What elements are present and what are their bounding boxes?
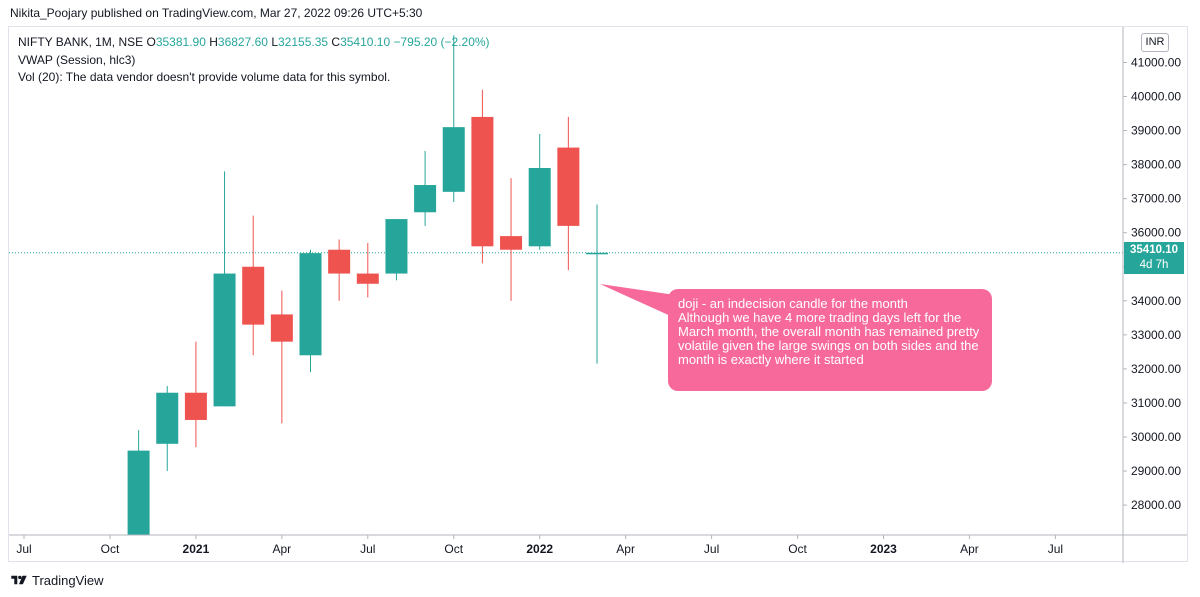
y-tick-label: 40000.00 <box>1131 90 1181 104</box>
published-text: Nikita_Poojary published on TradingView.… <box>10 6 423 20</box>
candle-body <box>442 127 465 192</box>
x-tick-label: Oct <box>101 542 120 556</box>
y-tick-label: 30000.00 <box>1131 430 1181 444</box>
candle-body <box>127 450 150 535</box>
x-tick-label: 2022 <box>526 542 553 556</box>
x-tick-label: Jul <box>1048 542 1063 556</box>
y-tick-label: 31000.00 <box>1131 396 1181 410</box>
tradingview-logo-icon <box>11 575 27 585</box>
y-tick-label: 37000.00 <box>1131 192 1181 206</box>
change-value: −795.20 (−2.20%) <box>393 35 490 49</box>
x-tick-label: 2021 <box>183 542 210 556</box>
volume-legend[interactable]: Vol (20): The data vendor doesn't provid… <box>18 70 390 84</box>
candle-body <box>242 266 265 325</box>
candle-body <box>500 236 523 250</box>
close-value: 35410.10 <box>340 35 391 49</box>
candle-body <box>328 249 351 274</box>
y-tick-label: 39000.00 <box>1131 124 1181 138</box>
candle-body <box>270 314 293 342</box>
candle-body <box>385 219 408 274</box>
vwap-legend[interactable]: VWAP (Session, hlc3) <box>18 53 135 67</box>
low-value: 32155.35 <box>278 35 329 49</box>
candle-body <box>414 185 437 213</box>
x-tick-label: Apr <box>273 542 292 556</box>
candle-body <box>184 392 207 420</box>
y-tick-label: 41000.00 <box>1131 55 1181 69</box>
x-tick-label: Apr <box>960 542 979 556</box>
symbol-label[interactable]: NIFTY BANK, 1M, NSE <box>18 35 144 49</box>
low-label: L <box>271 35 278 49</box>
publisher-header: Nikita_Poojary published on TradingView.… <box>0 0 1200 26</box>
high-label: H <box>209 35 218 49</box>
currency-button[interactable]: INR <box>1141 33 1169 52</box>
open-label: O <box>146 35 156 49</box>
price-chart[interactable]: 41000.00 40000.00 39000.00 38000.00 37000.00… <box>0 26 1200 566</box>
vwap-label: VWAP (Session, hlc3) <box>18 53 136 67</box>
candle-body <box>471 116 494 247</box>
annotation-title: doji - an indecision candle for the mont… <box>678 296 908 311</box>
candle-body <box>299 253 322 356</box>
volume-label: Vol (20): The data vendor doesn't provid… <box>18 70 391 84</box>
bar-countdown: 4d 7h <box>1139 259 1169 271</box>
x-tick-label: Jul <box>704 542 719 556</box>
x-tick-label: Jul <box>16 542 31 556</box>
axes: 41000.00 40000.00 39000.00 38000.00 37000.00… <box>9 27 1187 563</box>
candle-body <box>557 147 580 226</box>
candle-body <box>528 168 551 247</box>
y-tick-label: 34000.00 <box>1131 294 1181 308</box>
tradingview-brand: TradingView <box>32 572 104 588</box>
x-tick-label: Jul <box>360 542 375 556</box>
candles <box>127 35 608 535</box>
footer: TradingView <box>10 571 104 589</box>
high-value: 36827.60 <box>217 35 268 49</box>
y-tick-label: 36000.00 <box>1131 226 1181 240</box>
y-tick-label: 33000.00 <box>1131 328 1181 342</box>
x-tick-label: Apr <box>616 542 635 556</box>
annotation-pointer <box>600 284 675 318</box>
candle-body <box>586 252 608 255</box>
y-tick-label: 32000.00 <box>1131 362 1181 376</box>
last-price-value: 35410.10 <box>1130 244 1178 256</box>
annotation-body: Although we have 4 more trading days lef… <box>678 310 980 367</box>
annotation-callout[interactable]: doji - an indecision candle for the mont… <box>668 289 992 391</box>
x-tick-label: Oct <box>788 542 807 556</box>
x-tick-label: 2023 <box>870 542 897 556</box>
chart-frame <box>8 26 1188 562</box>
close-label: C <box>331 35 341 49</box>
candle-body <box>356 273 379 284</box>
y-tick-label: 28000.00 <box>1131 498 1181 512</box>
open-value: 35381.90 <box>155 35 206 49</box>
candle-body <box>213 273 236 407</box>
candle-body <box>156 392 179 444</box>
y-tick-label: 29000.00 <box>1131 464 1181 478</box>
y-tick-label: 38000.00 <box>1131 158 1181 172</box>
x-tick-label: Oct <box>444 542 463 556</box>
ohlc-legend: NIFTY BANK, 1M, NSE O35381.90 H36827.60 … <box>18 35 490 49</box>
last-price-tag: 35410.10 4d 7h <box>1124 242 1184 274</box>
